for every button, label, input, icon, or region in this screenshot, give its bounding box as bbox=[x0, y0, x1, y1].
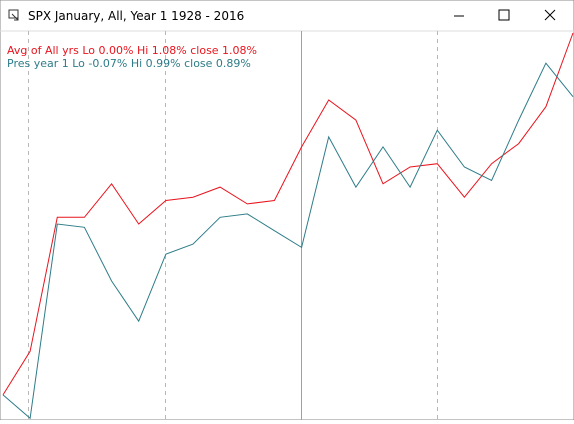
close-button[interactable] bbox=[544, 9, 556, 21]
series-line bbox=[2, 32, 574, 396]
legend-entry: Pres year 1 Lo -0.07% Hi 0.99% close 0.8… bbox=[7, 57, 251, 70]
series-line bbox=[2, 62, 574, 420]
title-bar bbox=[0, 0, 574, 31]
app-icon bbox=[8, 9, 19, 21]
maximize-button[interactable] bbox=[498, 9, 510, 21]
window-title: SPX January, All, Year 1 1928 - 2016 bbox=[28, 9, 244, 23]
legend-entry: Avg of All yrs Lo 0.00% Hi 1.08% close 1… bbox=[7, 44, 257, 57]
